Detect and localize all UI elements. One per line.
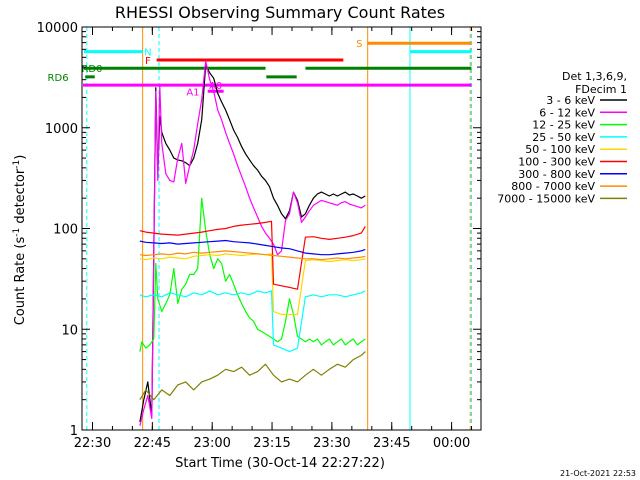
chart-title: RHESSI Observing Summary Count Rates: [115, 3, 445, 22]
legend-label-2: 12 - 25 keV: [532, 119, 595, 132]
y-axis-label-mid: detector: [13, 168, 28, 228]
legend-label-6: 300 - 800 keV: [518, 168, 595, 181]
legend-header-2: FDecim 1: [575, 83, 627, 96]
x-tick-label-4: 23:30: [313, 436, 350, 451]
x-axis-label: Start Time (30-Oct-14 22:27:22): [175, 456, 385, 471]
legend-label-5: 100 - 300 keV: [518, 156, 595, 169]
legend-label-4: 50 - 100 keV: [525, 143, 595, 156]
legend-label-1: 6 - 12 keV: [539, 106, 595, 119]
axes: 1 10 100 1000 10000 22:30 22:45 23:00 23:15 23:30…: [37, 21, 482, 451]
x-tick-label-2: 23:00: [193, 436, 230, 451]
legend-label-0: 3 - 6 keV: [546, 94, 595, 107]
y-tick-label-3: 1000: [45, 122, 78, 137]
flag-label-rd0: RD0: [81, 64, 102, 75]
legend-header-1: Det 1,3,6,9,: [562, 70, 627, 83]
series-line-5: [139, 220, 366, 290]
series-lines: [139, 60, 366, 426]
x-tick-label-5: 23:45: [373, 436, 410, 451]
x-tick-label-3: 23:15: [253, 436, 290, 451]
y-axis-label-main: Count Rate (s: [13, 237, 28, 326]
flag-label-n: N: [144, 48, 151, 59]
y-tick-label-1: 10: [61, 323, 78, 338]
y-axis-label-sup2: -1: [12, 160, 22, 169]
flag-label-s: S: [356, 39, 362, 50]
x-tick-label-6: 00:00: [433, 436, 470, 451]
series-line-7: [139, 250, 366, 261]
plot-area: [82, 27, 481, 430]
legend-label-3: 25 - 50 keV: [532, 131, 595, 144]
y-tick-label-2: 100: [53, 223, 78, 238]
y-axis-label-sup: -1: [12, 228, 22, 237]
y-axis-label-end: ): [13, 155, 28, 160]
x-tick-label-0: 22:30: [74, 436, 111, 451]
vertical-markers: [86, 27, 472, 430]
y-axis-label: Count Rate (s-1 detector-1): [12, 155, 28, 326]
series-line-8: [139, 351, 366, 401]
y-tick-label-0: 1: [70, 424, 78, 439]
series-line-2: [139, 197, 366, 352]
series-line-6: [139, 239, 366, 256]
legend-label-8: 7000 - 15000 keV: [497, 192, 595, 205]
flag-label-f: F: [145, 56, 151, 67]
series-line-0: [139, 64, 366, 423]
plot-background: [82, 27, 481, 430]
series-line-1: [139, 60, 366, 426]
legend-label-7: 800 - 7000 keV: [511, 180, 595, 193]
x-tick-label-1: 22:45: [134, 436, 171, 451]
series-line-3: [139, 290, 366, 353]
flag-label-rd6: RD6: [48, 73, 69, 84]
footer-date: 21-Oct-2021 22:53: [560, 469, 636, 478]
flag-label-a1: A1: [186, 87, 199, 98]
y-tick-label-4: 10000: [37, 21, 78, 36]
